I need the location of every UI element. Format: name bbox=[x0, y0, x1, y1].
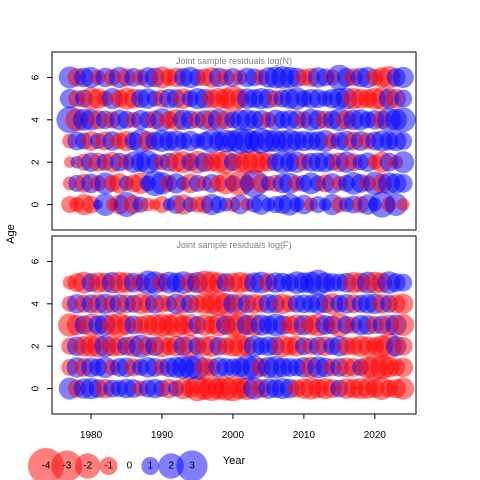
panel-frame bbox=[51, 235, 417, 415]
residual-point bbox=[396, 198, 410, 211]
residual-point bbox=[393, 336, 413, 356]
residual-point bbox=[390, 107, 416, 133]
legend-label: 0 bbox=[127, 461, 133, 472]
residual-point bbox=[393, 173, 413, 193]
residual-point bbox=[394, 273, 413, 292]
y-axis-label: Age bbox=[5, 224, 17, 244]
x-tick-label: 2010 bbox=[293, 430, 316, 441]
residual-point bbox=[392, 293, 414, 315]
residual-point bbox=[392, 377, 415, 400]
residual-point bbox=[393, 357, 414, 378]
legend-label: 1 bbox=[148, 461, 154, 472]
legend-bubble bbox=[176, 450, 208, 480]
legend-bubble bbox=[158, 453, 184, 479]
y-tick-label: 4 bbox=[31, 301, 42, 307]
x-axis-label: Year bbox=[223, 455, 246, 467]
residual-point bbox=[392, 151, 415, 174]
x-tick-label: 1980 bbox=[80, 430, 103, 441]
x-tick-label: 2000 bbox=[222, 430, 245, 441]
y-tick-label: 0 bbox=[31, 201, 42, 207]
y-tick-label: 4 bbox=[31, 117, 42, 123]
panel-frame bbox=[51, 51, 417, 231]
panel-title: Joint sample residuals log(F) bbox=[176, 240, 291, 250]
legend-label: -1 bbox=[104, 461, 113, 472]
residual-point bbox=[394, 89, 413, 108]
residual-point bbox=[394, 132, 413, 150]
y-tick-label: 2 bbox=[31, 343, 42, 349]
legend-label: -2 bbox=[83, 461, 92, 472]
residual-point bbox=[392, 66, 414, 89]
legend-label: 2 bbox=[168, 461, 174, 472]
bubble-points-layer bbox=[56, 64, 416, 402]
x-tick-label: 1990 bbox=[151, 430, 174, 441]
bubble-size-legend: -4 -3 -2 -1 0 1 2 3 bbox=[28, 448, 208, 480]
y-tick-label: 2 bbox=[31, 159, 42, 165]
residual-point bbox=[392, 313, 415, 337]
y-tick-label: 6 bbox=[31, 258, 42, 264]
legend-bubble bbox=[51, 450, 83, 480]
y-tick-label: 0 bbox=[31, 385, 42, 391]
legend-label: -4 bbox=[42, 461, 51, 472]
axes-layer: Joint sample residuals log(N) 0 2 4 6 Joint s… bbox=[31, 56, 387, 441]
x-tick-label: 2020 bbox=[364, 430, 387, 441]
legend-label: -3 bbox=[62, 461, 71, 472]
y-tick-label: 6 bbox=[31, 74, 42, 80]
legend-bubble bbox=[141, 457, 160, 475]
legend-label: 3 bbox=[189, 461, 195, 472]
panel-title: Joint sample residuals log(N) bbox=[176, 56, 292, 66]
legend-bubble bbox=[99, 457, 118, 475]
panel-frames-layer bbox=[51, 51, 417, 415]
legend-bubble bbox=[74, 453, 101, 479]
